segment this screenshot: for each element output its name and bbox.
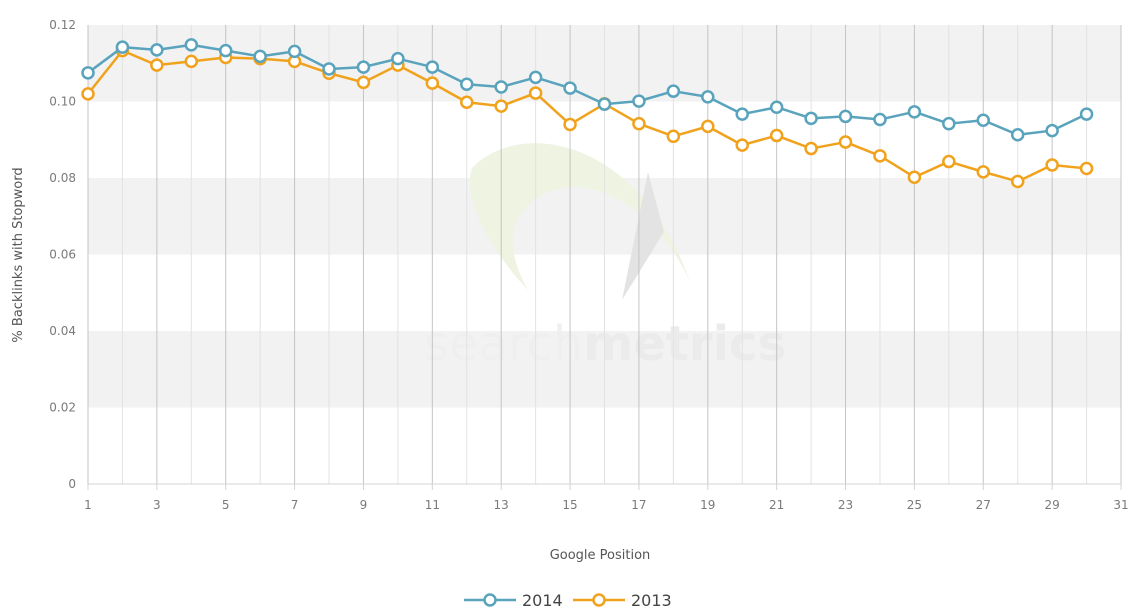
x-tick-label: 25 <box>907 498 922 512</box>
x-tick-label: 3 <box>153 498 161 512</box>
legend-item-2014[interactable]: 2014 <box>464 591 563 610</box>
x-tick-label: 15 <box>562 498 577 512</box>
data-point-2013[interactable] <box>632 116 646 131</box>
data-point-2014[interactable] <box>735 107 749 121</box>
x-tick-label: 17 <box>631 498 646 512</box>
svg-text:searchmetrics: searchmetrics <box>424 316 786 372</box>
data-point-2013[interactable] <box>907 170 922 184</box>
series-layer <box>81 38 1094 189</box>
y-tick-label: 0 <box>68 477 76 491</box>
legend-label: 2013 <box>631 591 672 610</box>
legend-label: 2014 <box>522 591 563 610</box>
y-tick-label: 0.08 <box>49 171 76 185</box>
data-point-2013[interactable] <box>563 117 577 132</box>
data-point-2014[interactable] <box>494 80 508 94</box>
data-point-2013[interactable] <box>81 87 95 101</box>
data-point-2014[interactable] <box>1010 128 1025 142</box>
x-tick-label: 9 <box>360 498 368 512</box>
x-tick-label: 19 <box>700 498 715 512</box>
data-point-2014[interactable] <box>769 100 784 114</box>
data-point-2013[interactable] <box>942 154 956 169</box>
vertical-gridlines <box>87 25 1122 484</box>
data-point-2013[interactable] <box>735 138 749 152</box>
data-point-2014[interactable] <box>873 112 887 127</box>
data-point-2014[interactable] <box>81 66 95 80</box>
data-point-2014[interactable] <box>425 60 440 74</box>
data-point-2014[interactable] <box>666 84 681 98</box>
data-point-2013[interactable] <box>184 54 199 69</box>
data-point-2014[interactable] <box>253 49 267 64</box>
data-point-2014[interactable] <box>838 109 853 124</box>
data-point-2013[interactable] <box>666 129 681 144</box>
data-point-2013[interactable] <box>528 86 543 100</box>
data-point-2013[interactable] <box>460 95 474 110</box>
legend: 2014 2013 <box>464 591 672 610</box>
x-tick-label: 13 <box>494 498 509 512</box>
searchmetrics-watermark: searchmetrics <box>424 143 786 372</box>
data-point-2014[interactable] <box>907 105 922 119</box>
data-point-2014[interactable] <box>942 116 956 131</box>
data-point-2014[interactable] <box>1045 123 1059 138</box>
watermark-text-light: search <box>424 316 583 372</box>
x-tick-label: 11 <box>425 498 440 512</box>
x-axis-title: Google Position <box>550 548 651 563</box>
data-point-2013[interactable] <box>804 141 818 156</box>
data-point-2014[interactable] <box>976 113 991 127</box>
y-tick-label: 0.12 <box>49 18 76 32</box>
data-point-2014[interactable] <box>1079 107 1094 121</box>
data-point-2013[interactable] <box>1079 161 1094 176</box>
data-point-2013[interactable] <box>1045 158 1059 172</box>
data-point-2013[interactable] <box>769 128 784 143</box>
data-point-2014[interactable] <box>701 90 715 104</box>
x-tick-label: 31 <box>1113 498 1128 512</box>
data-point-2013[interactable] <box>150 58 164 72</box>
x-axis-ticks: 1 3 5 7 9 11 13 15 17 19 21 23 25 27 29 31 <box>84 484 1129 512</box>
y-tick-label: 0.10 <box>49 95 76 109</box>
data-point-2014[interactable] <box>528 70 543 85</box>
x-tick-label: 27 <box>976 498 991 512</box>
data-point-2014[interactable] <box>804 111 818 126</box>
data-point-2014[interactable] <box>460 77 474 92</box>
legend-item-2013[interactable]: 2013 <box>573 591 672 610</box>
x-tick-label: 21 <box>769 498 784 512</box>
data-point-2014[interactable] <box>563 81 577 95</box>
data-point-2013[interactable] <box>873 149 887 163</box>
data-point-2014[interactable] <box>597 97 612 111</box>
data-point-2013[interactable] <box>425 76 440 90</box>
y-axis-ticks: 0 0.02 0.04 0.06 0.08 0.10 0.12 <box>49 18 76 491</box>
data-point-2014[interactable] <box>184 38 199 52</box>
data-point-2014[interactable] <box>322 62 336 76</box>
y-axis-title: % Backlinks with Stopword <box>11 167 26 342</box>
legend-marker <box>592 593 606 607</box>
y-tick-label: 0.06 <box>49 248 76 262</box>
y-tick-label: 0.02 <box>49 401 76 415</box>
x-tick-label: 29 <box>1044 498 1059 512</box>
y-tick-label: 0.04 <box>49 324 76 338</box>
data-point-2013[interactable] <box>1010 174 1025 189</box>
watermark-swoosh-icon <box>469 143 690 290</box>
data-point-2014[interactable] <box>356 60 371 74</box>
data-point-2014[interactable] <box>391 51 405 66</box>
x-tick-label: 5 <box>222 498 230 512</box>
data-point-2013[interactable] <box>701 119 715 134</box>
x-tick-label: 23 <box>838 498 853 512</box>
legend-marker <box>483 593 497 607</box>
watermark-arrow-icon <box>622 172 664 300</box>
watermark-text-bold: metrics <box>583 316 786 372</box>
data-point-2014[interactable] <box>287 44 302 59</box>
data-point-2014[interactable] <box>150 43 164 57</box>
x-tick-label: 7 <box>291 498 299 512</box>
x-tick-label: 1 <box>84 498 92 512</box>
data-point-2014[interactable] <box>218 43 233 58</box>
data-point-2014[interactable] <box>632 94 646 108</box>
data-point-2013[interactable] <box>976 165 991 179</box>
data-point-2013[interactable] <box>838 135 853 149</box>
data-point-2014[interactable] <box>115 40 130 54</box>
data-point-2013[interactable] <box>356 75 371 90</box>
data-point-2013[interactable] <box>494 99 508 113</box>
